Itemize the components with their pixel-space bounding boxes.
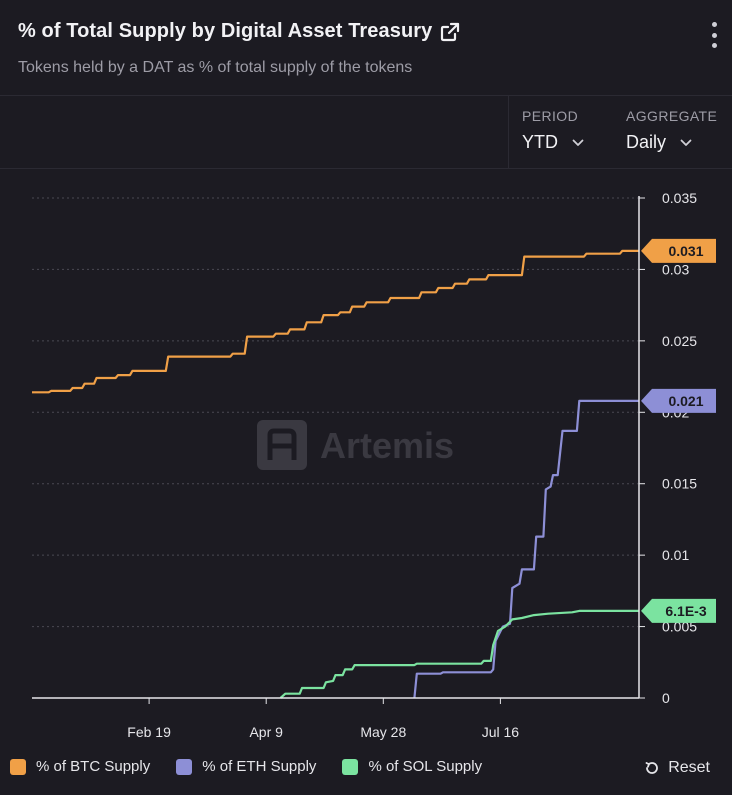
last-value-tag: 0.031: [641, 238, 716, 263]
y-tick-label: 0.03: [662, 261, 689, 277]
aggregate-value: Daily: [626, 132, 667, 152]
legend-swatch: [342, 758, 359, 775]
divider: [0, 95, 732, 96]
aggregate-select[interactable]: AGGREGATE Daily: [626, 108, 717, 153]
period-value: YTD: [522, 132, 558, 152]
last-value-tag: 6.1E-3: [641, 598, 716, 623]
legend-label: % of SOL Supply: [368, 758, 483, 775]
title-row: % of Total Supply by Digital Asset Treas…: [18, 20, 732, 43]
eth-series-line[interactable]: [413, 399, 639, 699]
period-select[interactable]: PERIOD YTD: [522, 108, 584, 153]
y-tick-label: 0.025: [662, 333, 697, 349]
tag-label: 0.021: [668, 393, 703, 409]
chart-controls: PERIOD YTD AGGREGATE Daily: [508, 96, 732, 168]
last-value-tag: 0.021: [641, 388, 716, 413]
x-tick-label: May 28: [360, 724, 406, 740]
more-options-icon[interactable]: [710, 22, 718, 48]
y-tick-label: 0.01: [662, 547, 689, 563]
sol-series-line[interactable]: [279, 609, 640, 699]
legend-item-btc[interactable]: % of BTC Supply: [10, 758, 150, 775]
legend-label: % of BTC Supply: [36, 758, 151, 775]
y-tick-label: 0: [662, 690, 670, 706]
reset-button[interactable]: Reset: [644, 759, 710, 777]
last-value-tags: 0.031 0.021 6.1E-3: [641, 238, 716, 623]
x-tick-label: Feb 19: [127, 724, 171, 740]
tag-shape: [641, 238, 716, 263]
x-tick-label: Jul 16: [482, 724, 520, 740]
tag-shape: [641, 598, 716, 623]
reset-icon: [645, 762, 659, 774]
chart-header: % of Total Supply by Digital Asset Treas…: [18, 20, 732, 77]
legend: % of BTC Supply % of ETH Supply % of SOL…: [10, 758, 508, 775]
external-link-icon[interactable]: [440, 22, 460, 42]
aggregate-label: AGGREGATE: [626, 108, 718, 124]
chevron-down-icon: [572, 139, 584, 146]
btc-series-line[interactable]: [32, 249, 639, 394]
x-tick-label: Apr 9: [249, 724, 283, 740]
y-tick-label: 0.035: [662, 190, 697, 206]
tag-label: 0.031: [668, 243, 703, 259]
period-label: PERIOD: [522, 108, 579, 124]
chart-subtitle: Tokens held by a DAT as % of total suppl…: [18, 59, 413, 76]
grid: [32, 197, 639, 628]
chart-title: % of Total Supply by Digital Asset Treas…: [18, 20, 433, 42]
artemis-watermark: Artemis: [257, 420, 454, 470]
legend-swatch: [176, 758, 193, 775]
series-lines: [32, 249, 640, 699]
legend-swatch: [10, 758, 26, 775]
legend-item-eth[interactable]: % of ETH Supply: [176, 758, 316, 775]
divider: [0, 168, 732, 169]
chevron-down-icon: [680, 139, 692, 146]
y-tick-label: 0.015: [662, 476, 697, 492]
line-chart[interactable]: Artemis 00.0050.010.0150.020.0250.030.03…: [0, 170, 732, 750]
legend-label: % of ETH Supply: [202, 758, 317, 775]
tag-shape: [641, 388, 716, 413]
watermark-text: Artemis: [320, 425, 454, 466]
reset-label: Reset: [668, 759, 710, 776]
legend-item-sol[interactable]: % of SOL Supply: [342, 758, 482, 775]
tag-label: 6.1E-3: [665, 603, 706, 619]
